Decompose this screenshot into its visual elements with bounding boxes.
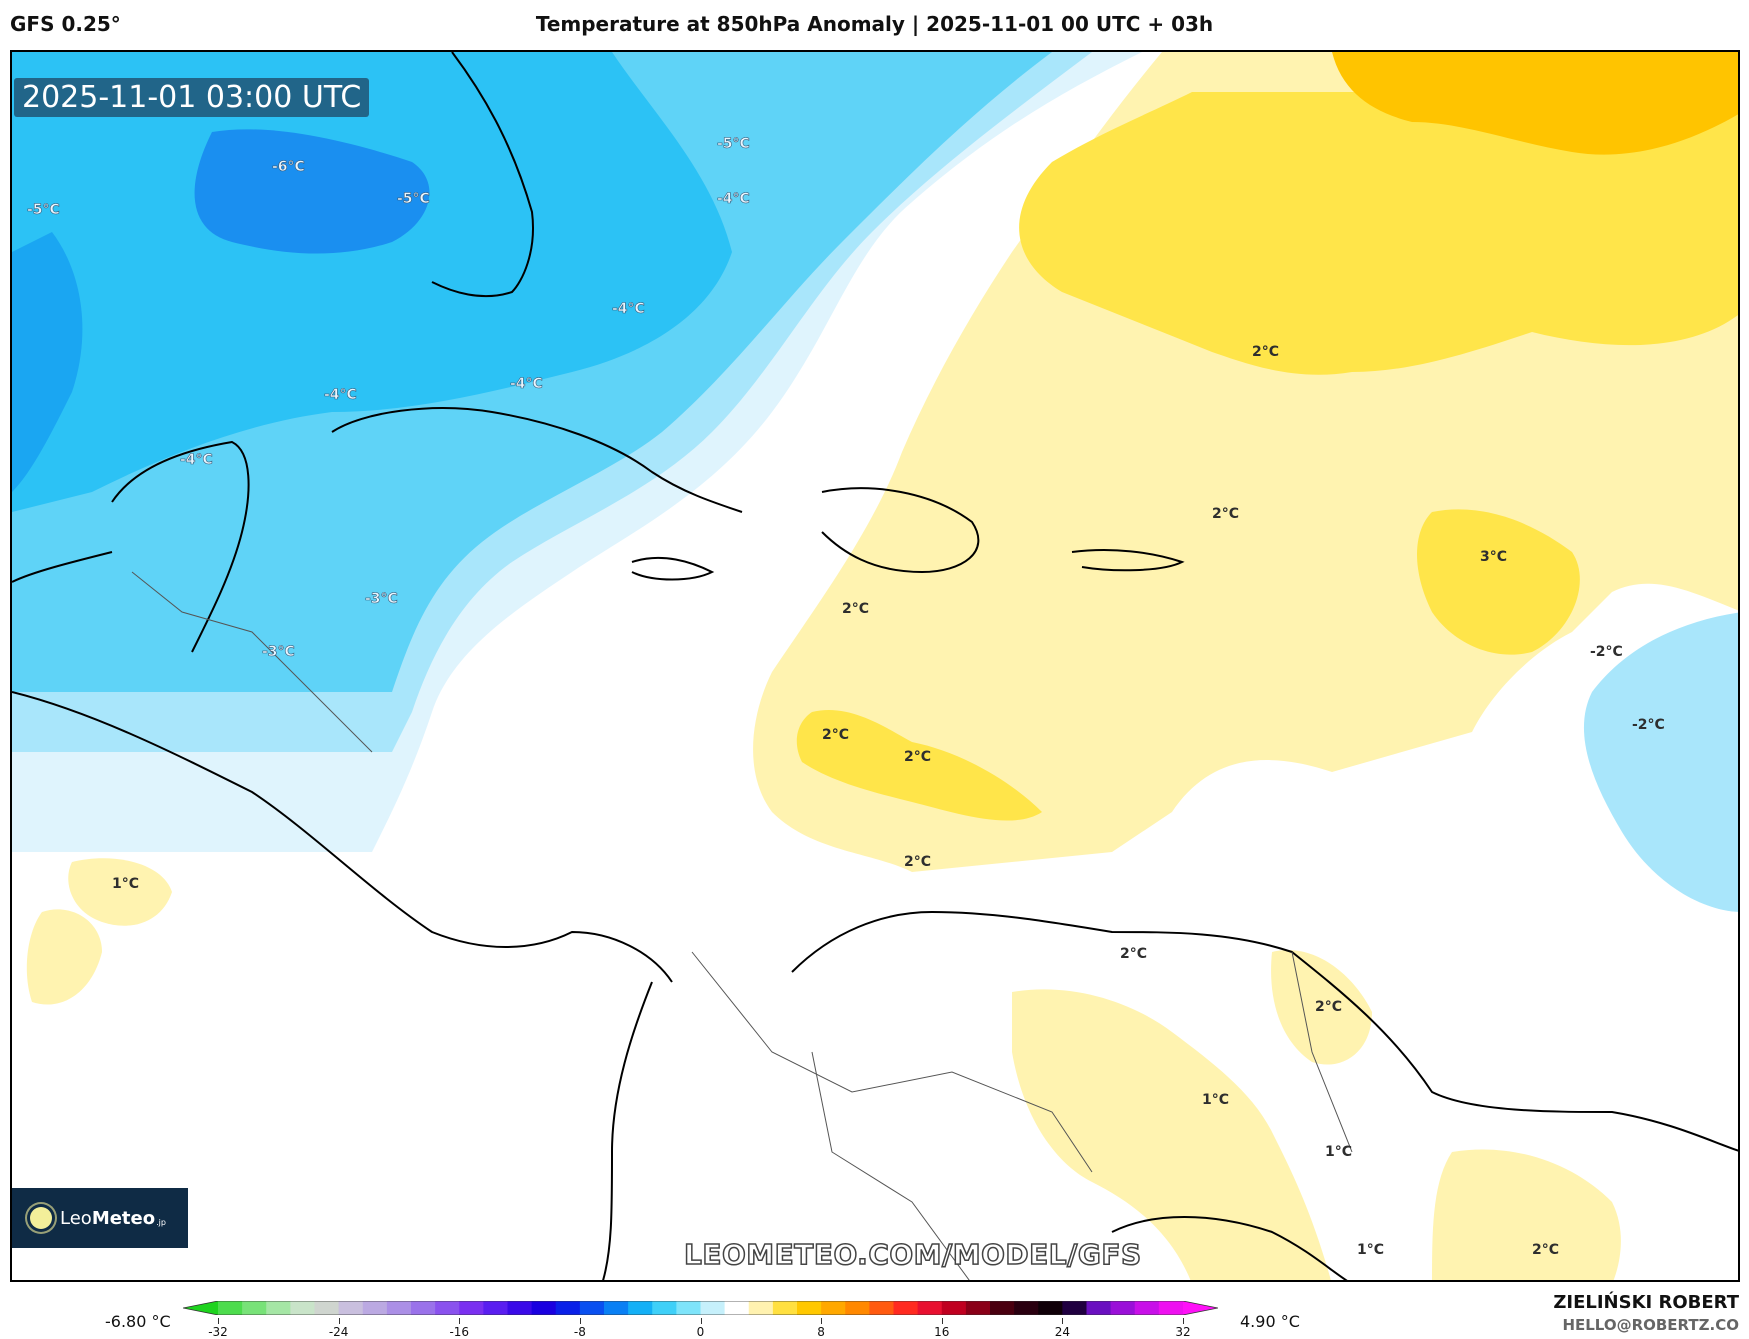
contour-label: -5°C bbox=[717, 136, 750, 153]
contour-label: 2°C bbox=[1120, 946, 1148, 962]
colorbar-tick-label: 8 bbox=[817, 1325, 825, 1339]
contour-label: -2°C bbox=[1590, 644, 1623, 660]
colorbar-tick bbox=[218, 1318, 219, 1324]
author-email[interactable]: HELLO@ROBERTZ.CO bbox=[1562, 1316, 1739, 1334]
sun-icon bbox=[30, 1207, 52, 1229]
contour-label: 1°C bbox=[1202, 1092, 1230, 1108]
colorbar-tick bbox=[1062, 1318, 1064, 1324]
contour-label: 1°C bbox=[112, 876, 140, 892]
colorbar-tick-label: -24 bbox=[328, 1325, 349, 1339]
contour-label: 1°C bbox=[1325, 1144, 1353, 1160]
contour-label: 2°C bbox=[842, 601, 870, 617]
contour-label: -4°C bbox=[612, 301, 645, 318]
colorbar-tick bbox=[821, 1318, 823, 1324]
colorbar-max-label: 4.90 °C bbox=[1240, 1312, 1300, 1331]
contour-label: 1°C bbox=[1357, 1242, 1385, 1258]
colorbar-tick-label: 0 bbox=[696, 1325, 705, 1339]
contour-label: 2°C bbox=[1315, 999, 1343, 1015]
colorbar-min-label: -6.80 °C bbox=[105, 1312, 171, 1331]
map-panel: 2025-11-01 03:00 UTC -6°C -5°C -5°C -5°C -4°… bbox=[10, 50, 1740, 1282]
colorbar-tick-label: -8 bbox=[573, 1325, 586, 1339]
colorbar-tick-label: -32 bbox=[208, 1325, 228, 1339]
colorbar-tick bbox=[941, 1318, 943, 1324]
colorbar-tick bbox=[700, 1318, 702, 1324]
colorbar-tick bbox=[1183, 1318, 1184, 1324]
contour-label: -2°C bbox=[1632, 717, 1665, 733]
contour-label: -4°C bbox=[324, 387, 357, 404]
contour-label: -6°C bbox=[272, 159, 305, 176]
logo-text-meteo: Meteo bbox=[91, 1207, 156, 1229]
contour-label: -3°C bbox=[365, 591, 398, 608]
author-name: ZIELIŃSKI ROBERT bbox=[1553, 1292, 1739, 1313]
colorbar-tick bbox=[459, 1318, 461, 1324]
contour-label: 2°C bbox=[1532, 1242, 1560, 1258]
model-label: GFS 0.25° bbox=[10, 12, 121, 36]
contour-label: -4°C bbox=[510, 376, 543, 393]
leometeo-logo: Leo Meteo .jp bbox=[12, 1188, 188, 1248]
watermark-url: LEOMETEO.COM/MODEL/GFS bbox=[683, 1237, 1142, 1272]
chart-title: Temperature at 850hPa Anomaly | 2025-11-… bbox=[535, 12, 1214, 36]
anomaly-field bbox=[12, 52, 1738, 1280]
colorbar-tick bbox=[338, 1318, 340, 1324]
valid-time-badge: 2025-11-01 03:00 UTC bbox=[14, 78, 370, 117]
contour-label: 3°C bbox=[1480, 549, 1508, 565]
contour-label: 2°C bbox=[1212, 506, 1240, 522]
contour-label: -3°C bbox=[262, 644, 295, 661]
contour-label: 2°C bbox=[1252, 344, 1280, 360]
colorbar-tick bbox=[579, 1318, 581, 1324]
contour-label: 2°C bbox=[822, 727, 850, 743]
contour-label: 2°C bbox=[904, 854, 932, 870]
logo-text-suffix: .jp bbox=[156, 1217, 166, 1227]
colorbar-tick-label: 24 bbox=[1054, 1325, 1071, 1339]
colorbar-gradient bbox=[182, 1300, 1219, 1316]
colorbar-tick-label: 32 bbox=[1175, 1325, 1191, 1339]
contour-label: -4°C bbox=[717, 191, 750, 208]
colorbar bbox=[182, 1300, 1219, 1316]
contour-label: -4°C bbox=[180, 452, 213, 469]
logo-text-leo: Leo bbox=[60, 1207, 92, 1229]
colorbar-tick-label: -16 bbox=[449, 1325, 470, 1339]
contour-label: -5°C bbox=[397, 191, 430, 208]
contour-label: 2°C bbox=[904, 749, 932, 765]
colorbar-tick-label: 16 bbox=[934, 1325, 950, 1339]
contour-label: -5°C bbox=[27, 202, 60, 219]
